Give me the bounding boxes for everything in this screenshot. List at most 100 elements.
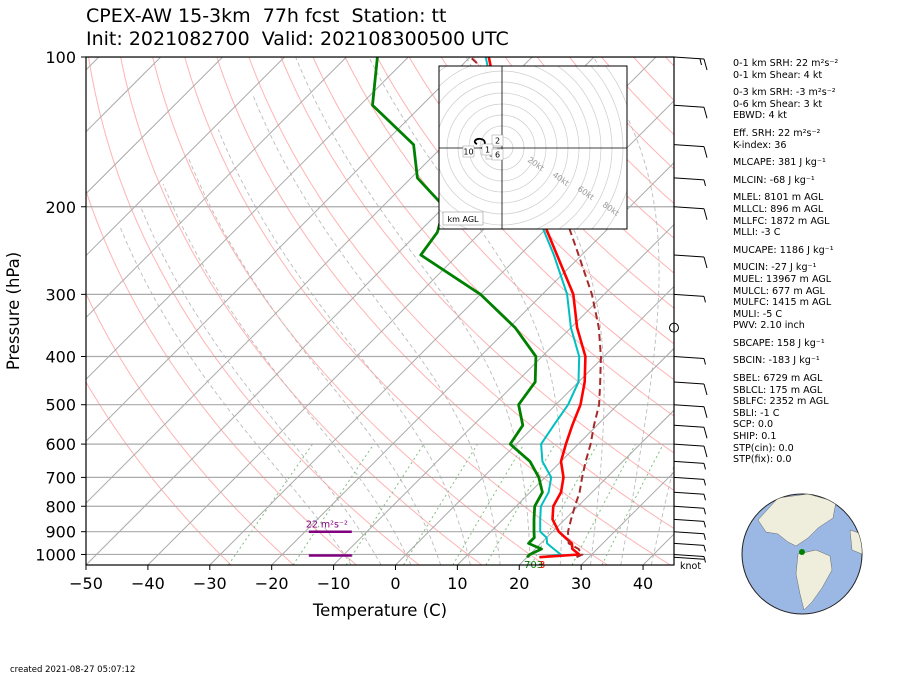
hodograph-height-label: 6 — [495, 151, 500, 160]
y-tick-label: 200 — [45, 198, 76, 217]
hodograph-axis-note: km AGL — [448, 215, 480, 224]
x-tick-label: 0 — [390, 574, 400, 593]
stat-line: 0-3 km SRH: -3 m²s⁻² — [733, 87, 836, 99]
wind-barb — [673, 144, 708, 158]
stat-line: 0-1 km Shear: 4 kt — [733, 69, 823, 81]
isotherm — [395, 285, 674, 565]
parcel-profile — [469, 57, 602, 559]
dry-adiabat — [344, 57, 674, 417]
dry-adiabat — [408, 57, 674, 345]
moist-adiabat — [465, 57, 605, 565]
wind-barb-staff — [673, 556, 705, 560]
moist-adiabat — [140, 206, 382, 565]
dry-adiabat — [184, 57, 608, 565]
wind-barb — [673, 424, 708, 439]
hodograph-height-label: 2 — [495, 137, 500, 146]
isotherm — [86, 57, 285, 257]
wind-barb-flag — [703, 208, 708, 220]
y-tick-label: 100 — [45, 48, 76, 67]
wind-barb — [673, 556, 705, 560]
wind-barb — [673, 491, 706, 501]
dry-adiabat — [152, 57, 545, 565]
isotherm — [86, 57, 223, 195]
x-tick-label: 10 — [447, 574, 467, 593]
dry-adiabat — [280, 57, 674, 492]
stat-line: MUEL: 13967 m AGL — [733, 273, 832, 285]
wind-barb-half-flag — [703, 556, 706, 563]
wind-barb-half-flag — [703, 494, 706, 501]
stat-line: MLCAPE: 381 J kg⁻¹ — [733, 157, 826, 169]
wind-barb-staff — [673, 518, 705, 522]
wind-barb — [673, 476, 706, 486]
dry-adiabat — [86, 189, 357, 565]
isotherm — [86, 57, 409, 381]
wind-barb-half-flag — [703, 179, 706, 187]
wind-barb — [673, 254, 708, 269]
hodograph-inset: 20kt40kt60kt80kt102316km AGL — [438, 65, 628, 230]
stat-line: Eff. SRH: 22 m²s⁻² — [733, 127, 821, 139]
dry-adiabat — [86, 381, 232, 565]
wind-barb-staff — [673, 206, 705, 210]
hodograph-height-box — [462, 145, 475, 158]
moist-adiabat — [592, 57, 660, 565]
station-marker — [799, 549, 805, 555]
y-tick-label: 300 — [45, 285, 76, 304]
wind-barb-flag — [703, 58, 708, 71]
stat-line: SBLI: -1 C — [733, 407, 780, 419]
wind-barb — [673, 381, 708, 396]
wind-barb-staff — [673, 460, 705, 464]
wind-barb-half-flag — [703, 479, 706, 486]
wind-barb-staff — [673, 177, 705, 181]
wind-barb-half-flag — [703, 521, 706, 528]
stat-line: EBWD: 4 kt — [733, 110, 787, 122]
wind-barb — [673, 553, 706, 563]
wind-barb-staff — [673, 491, 705, 495]
wind-barb-flag — [703, 406, 708, 418]
mixing-ratio-line — [227, 443, 314, 565]
wind-barb-half-flag — [703, 358, 706, 365]
plot-frame — [85, 56, 675, 566]
stat-line: MLCIN: -68 J kg⁻¹ — [733, 174, 815, 186]
y-tick-label: 800 — [45, 497, 76, 516]
stat-line: STP(cin): 0.0 — [733, 442, 794, 454]
wind-barb — [673, 177, 706, 187]
moist-adiabat — [252, 96, 501, 565]
x-tick-label: −30 — [193, 574, 227, 593]
isotherm — [457, 347, 674, 565]
wind-barb-half-flag — [703, 545, 706, 552]
stat-line: MULI: -5 C — [733, 308, 783, 320]
hodograph-rings: 20kt40kt60kt80kt102316km AGL — [439, 66, 627, 229]
wind-barb-staff — [673, 443, 705, 447]
isotherm — [518, 409, 674, 565]
mixing-ratio-line — [292, 443, 375, 565]
moist-adiabat — [119, 227, 352, 565]
chart-subtitle: Init: 2021082700 Valid: 202108300500 UTC — [86, 28, 509, 50]
wind-barb-staff — [673, 553, 705, 557]
wind-barb-flag — [703, 256, 708, 269]
stat-line: MLLI: -3 C — [733, 227, 781, 239]
stat-line: SCP: 0.0 — [733, 419, 774, 431]
wind-barb-half-flag — [699, 58, 702, 66]
moist-adiabat — [368, 57, 563, 565]
wind-barb-half-flag — [703, 533, 706, 540]
hodograph-height-box — [491, 134, 504, 147]
wind-unit-label: knot — [680, 561, 701, 572]
wind-barb-staff — [673, 144, 705, 148]
wind-barb-flag — [703, 445, 708, 458]
hodograph-height-box — [491, 148, 504, 161]
wind-barb — [673, 443, 708, 458]
y-axis-label: Pressure (hPa) — [4, 252, 23, 370]
hodograph-legend-box — [442, 211, 484, 226]
stat-line: MLEL: 8101 m AGL — [733, 192, 824, 204]
dry-adiabat — [120, 57, 483, 565]
wind-barb — [673, 542, 706, 552]
wind-barb — [673, 104, 708, 119]
x-axis-label: Temperature (C) — [312, 601, 447, 620]
dry-adiabat — [440, 57, 674, 309]
stat-line: 0-6 km Shear: 3 kt — [733, 98, 823, 110]
created-timestamp: created 2021-08-27 05:07:12 — [10, 665, 136, 675]
wind-barb-half-flag — [703, 508, 706, 515]
globe-locator-map — [741, 493, 863, 615]
wind-barb-half-flag — [703, 463, 706, 470]
